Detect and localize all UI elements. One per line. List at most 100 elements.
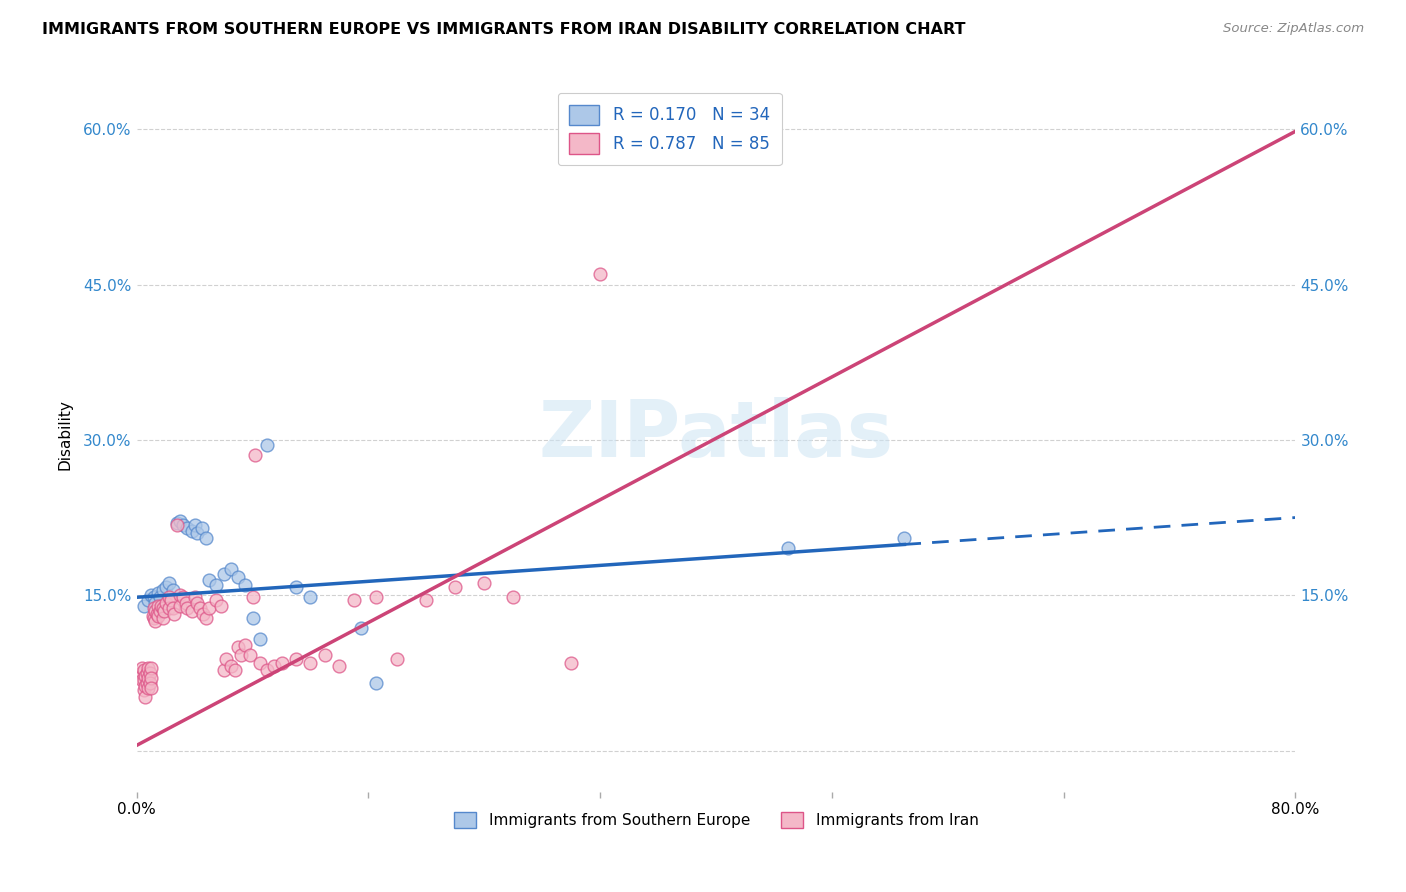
- Point: [131, 661, 153, 675]
- Point: [166, 517, 188, 532]
- Point: [472, 575, 495, 590]
- Point: [256, 663, 278, 677]
- Point: [444, 580, 467, 594]
- Y-axis label: Disability: Disability: [58, 400, 72, 470]
- Point: [148, 608, 170, 623]
- Point: [149, 604, 172, 618]
- Point: [143, 600, 166, 615]
- Point: [176, 521, 198, 535]
- Point: [172, 517, 194, 532]
- Point: [129, 665, 152, 680]
- Point: [502, 591, 524, 605]
- Point: [138, 665, 160, 680]
- Point: [186, 526, 208, 541]
- Point: [145, 597, 167, 611]
- Point: [162, 582, 184, 597]
- Point: [233, 638, 256, 652]
- Point: [195, 531, 218, 545]
- Point: [157, 591, 180, 605]
- Point: [135, 676, 157, 690]
- Point: [134, 669, 156, 683]
- Point: [219, 658, 242, 673]
- Point: [285, 652, 308, 666]
- Point: [172, 591, 194, 605]
- Point: [209, 599, 232, 613]
- Legend: Immigrants from Southern Europe, Immigrants from Iran: Immigrants from Southern Europe, Immigra…: [447, 806, 984, 834]
- Point: [183, 517, 205, 532]
- Point: [285, 580, 308, 594]
- Point: [242, 611, 264, 625]
- Point: [145, 604, 167, 618]
- Point: [387, 652, 409, 666]
- Point: [139, 681, 162, 696]
- Point: [176, 600, 198, 615]
- Point: [245, 449, 267, 463]
- Point: [270, 656, 292, 670]
- Point: [364, 591, 387, 605]
- Point: [139, 671, 162, 685]
- Point: [193, 607, 215, 621]
- Point: [152, 611, 174, 625]
- Point: [263, 658, 285, 673]
- Point: [233, 578, 256, 592]
- Point: [157, 575, 180, 590]
- Point: [149, 591, 172, 605]
- Point: [589, 267, 612, 281]
- Text: Source: ZipAtlas.com: Source: ZipAtlas.com: [1223, 22, 1364, 36]
- Point: [180, 524, 202, 538]
- Point: [142, 608, 165, 623]
- Point: [132, 599, 155, 613]
- Point: [415, 593, 437, 607]
- Point: [160, 593, 183, 607]
- Point: [152, 582, 174, 597]
- Point: [163, 607, 186, 621]
- Point: [205, 578, 228, 592]
- Point: [190, 600, 212, 615]
- Point: [136, 593, 159, 607]
- Point: [145, 614, 167, 628]
- Point: [299, 656, 322, 670]
- Point: [132, 673, 155, 687]
- Point: [1343, 106, 1365, 120]
- Point: [143, 611, 166, 625]
- Point: [212, 663, 235, 677]
- Point: [138, 676, 160, 690]
- Point: [229, 648, 252, 663]
- Point: [256, 438, 278, 452]
- Point: [350, 621, 373, 635]
- Point: [226, 640, 249, 654]
- Point: [205, 593, 228, 607]
- Point: [169, 599, 191, 613]
- Point: [198, 600, 221, 615]
- Point: [893, 531, 915, 545]
- Point: [136, 671, 159, 685]
- Point: [148, 599, 170, 613]
- Point: [132, 683, 155, 698]
- Point: [183, 591, 205, 605]
- Point: [139, 661, 162, 675]
- Point: [134, 690, 156, 704]
- Point: [242, 591, 264, 605]
- Point: [135, 665, 157, 680]
- Point: [166, 516, 188, 530]
- Point: [146, 607, 169, 621]
- Point: [328, 658, 350, 673]
- Point: [155, 580, 177, 594]
- Point: [778, 541, 800, 555]
- Point: [152, 600, 174, 615]
- Point: [157, 600, 180, 615]
- Point: [136, 661, 159, 675]
- Point: [174, 597, 197, 611]
- Point: [224, 663, 246, 677]
- Text: IMMIGRANTS FROM SOUTHERN EUROPE VS IMMIGRANTS FROM IRAN DISABILITY CORRELATION C: IMMIGRANTS FROM SOUTHERN EUROPE VS IMMIG…: [42, 22, 966, 37]
- Point: [136, 681, 159, 696]
- Point: [134, 679, 156, 693]
- Point: [560, 656, 582, 670]
- Point: [249, 632, 271, 646]
- Point: [180, 604, 202, 618]
- Point: [169, 514, 191, 528]
- Point: [249, 656, 271, 670]
- Point: [239, 648, 262, 663]
- Point: [314, 648, 336, 663]
- Point: [364, 676, 387, 690]
